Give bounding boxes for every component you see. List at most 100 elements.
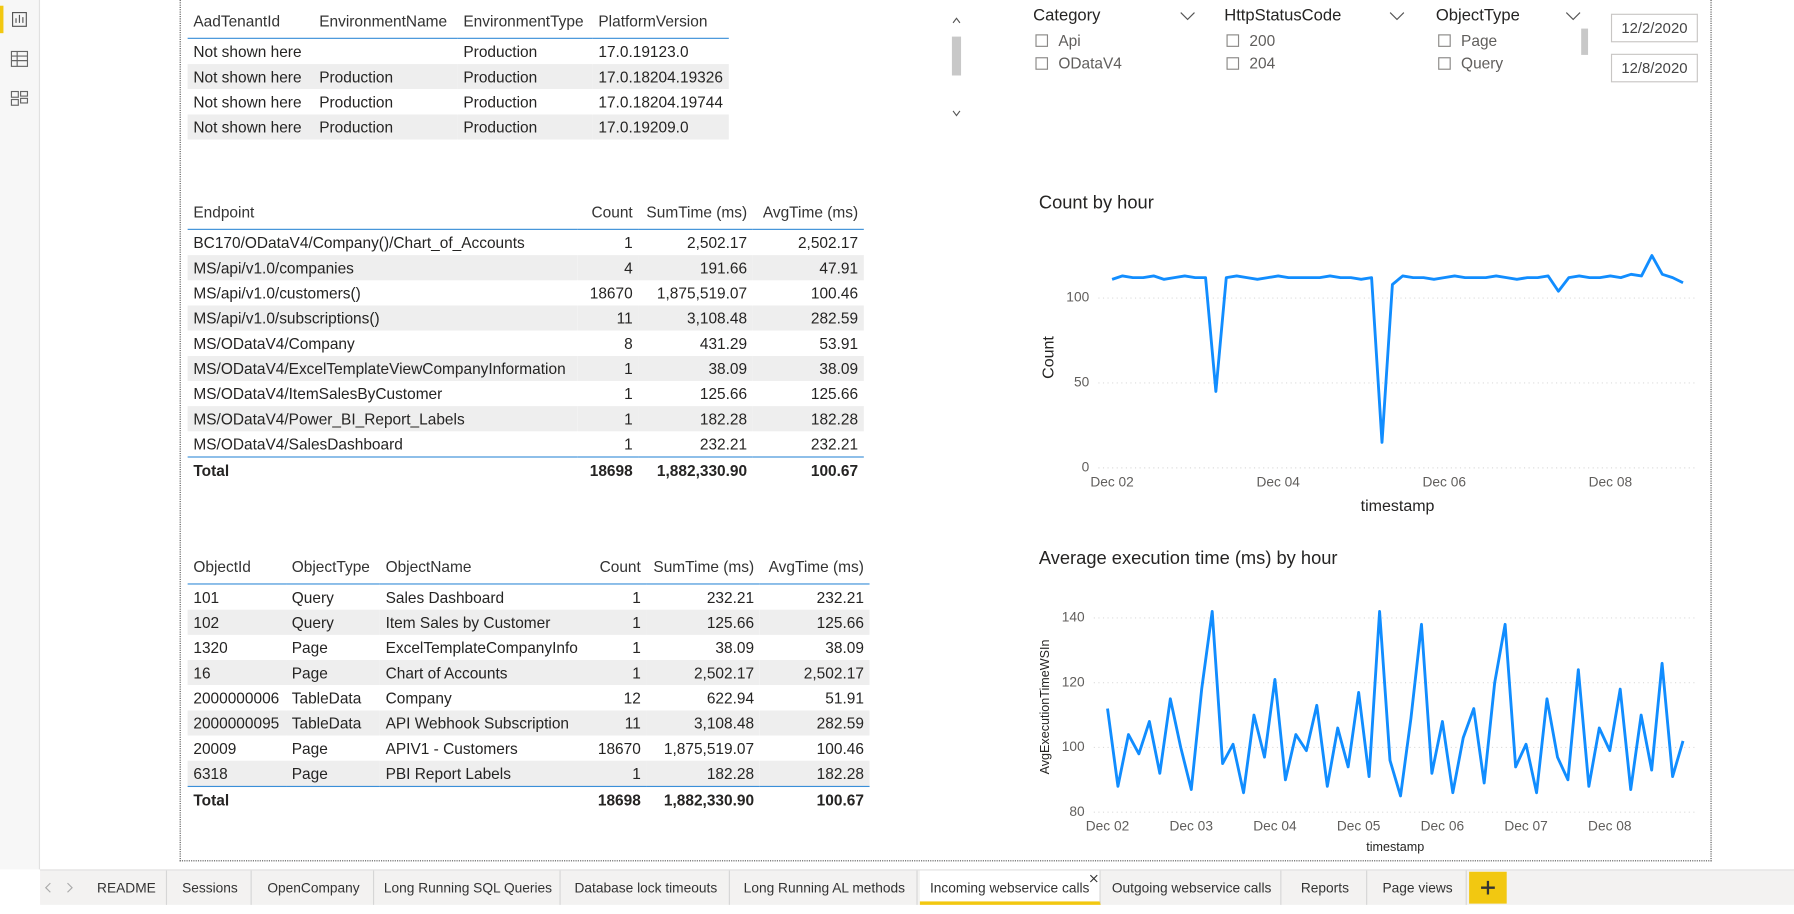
- column-header[interactable]: AadTenantId: [187, 3, 314, 39]
- column-header[interactable]: Count: [583, 549, 647, 585]
- y-axis-label: AvgExecutionTimeWSIn: [1038, 639, 1052, 774]
- column-header[interactable]: Count: [577, 194, 639, 230]
- cell: 6318: [187, 760, 287, 787]
- page-tab[interactable]: Incoming webservice calls: [919, 870, 1101, 905]
- cell: 102: [187, 609, 287, 635]
- cell: MS/ODataV4/Power_BI_Report_Labels: [187, 406, 578, 432]
- column-header[interactable]: ObjectId: [187, 549, 287, 585]
- column-header[interactable]: AvgTime (ms): [752, 194, 864, 230]
- cell: Item Sales by Customer: [379, 609, 584, 635]
- close-tab[interactable]: [1089, 874, 1098, 883]
- cell: TableData: [291, 689, 362, 707]
- cell: Chart of Accounts: [379, 660, 584, 686]
- table-row: 6318 Page PBI Report Labels 1 182.28 182.28: [187, 760, 870, 787]
- cell: 182.28: [759, 760, 870, 787]
- cell: Production: [457, 64, 593, 90]
- x-tick-label: Dec 06: [1421, 819, 1465, 834]
- page-tab[interactable]: Sessions: [169, 870, 252, 905]
- table: AadTenantId EnvironmentName EnvironmentTyp…: [187, 3, 729, 140]
- slicer-dropdown[interactable]: [1389, 9, 1405, 23]
- cell: 1: [583, 660, 647, 686]
- checkbox[interactable]: [1438, 34, 1451, 47]
- cell: 17.0.19209.0: [592, 114, 729, 140]
- cell: Not shown here: [187, 64, 314, 90]
- date-start[interactable]: 12/2/2020: [1610, 13, 1698, 43]
- cell: MS/ODataV4/SalesDashboard: [193, 435, 403, 453]
- column-header[interactable]: EnvironmentType: [457, 3, 593, 39]
- total-row: Total 18698 1,882,330.90 100.67: [187, 456, 864, 483]
- cell: MS/api/v1.0/customers(): [193, 284, 361, 302]
- slicer-dropdown[interactable]: [1180, 9, 1196, 23]
- column-header[interactable]: PlatformVersion: [592, 3, 729, 39]
- cell: 38.09: [825, 638, 864, 657]
- page-tab[interactable]: Outgoing webservice calls: [1103, 870, 1282, 905]
- checkbox[interactable]: [1035, 57, 1049, 70]
- slicer-option[interactable]: 200: [1249, 32, 1276, 50]
- cell: Page: [291, 739, 328, 757]
- total-row: Total 18698 1,882,330.90 100.67: [187, 785, 870, 813]
- column-header[interactable]: Endpoint: [187, 194, 578, 230]
- cell: MS/ODataV4/Company: [193, 334, 355, 352]
- slicer-option[interactable]: Api: [1058, 32, 1081, 50]
- tab-arrows[interactable]: [40, 871, 86, 905]
- charts: Count by hour 0 50 100 Dec 02 Dec 04 Dec 06 Dec…: [1038, 191, 1695, 854]
- cell: 2,502.17: [686, 233, 748, 252]
- page-tab[interactable]: Database lock timeouts: [563, 870, 730, 905]
- table-row: 102 Query Item Sales by Customer 1 125.66 125…: [187, 609, 870, 635]
- x-tick-label: Dec 08: [1589, 474, 1633, 489]
- data-icon[interactable]: [10, 50, 29, 67]
- slicer-option[interactable]: ODataV4: [1058, 54, 1122, 73]
- add-page[interactable]: [1469, 871, 1507, 904]
- plus-icon: [1481, 880, 1495, 895]
- checkbox[interactable]: [1226, 57, 1240, 70]
- column-header[interactable]: ObjectType: [286, 549, 380, 585]
- scroll-thumb[interactable]: [951, 36, 962, 76]
- report-icon[interactable]: [12, 12, 27, 27]
- page-tab[interactable]: README: [87, 870, 168, 905]
- cell: 1: [577, 355, 639, 381]
- table-row: MS/ODataV4/ExcelTemplateViewCompanyInfor…: [187, 355, 864, 381]
- checkbox[interactable]: [1438, 57, 1451, 70]
- x-axis-label: timestamp: [1361, 498, 1435, 515]
- column-header[interactable]: EnvironmentName: [313, 3, 458, 39]
- total-cell: Total: [187, 456, 578, 483]
- checkbox[interactable]: [1035, 34, 1049, 47]
- slicer-option[interactable]: Query: [1461, 54, 1504, 73]
- slicer-option[interactable]: Page: [1461, 32, 1498, 50]
- cell: 8: [624, 334, 633, 352]
- cell: 12: [623, 689, 641, 707]
- object-table: ObjectId ObjectType ObjectName Count SumTime…: [187, 549, 870, 813]
- cell: 125.66: [646, 609, 760, 635]
- cell: 16: [187, 660, 287, 686]
- model-icon[interactable]: [10, 90, 29, 106]
- cell: 18670: [597, 739, 641, 757]
- checkbox[interactable]: [1226, 34, 1240, 47]
- cell: 2,502.17: [759, 660, 870, 686]
- cell: 20009: [193, 739, 237, 757]
- date-end[interactable]: 12/8/2020: [1610, 53, 1698, 83]
- cell: 38.09: [715, 638, 755, 657]
- cell: 2,502.17: [797, 233, 859, 252]
- table-scrollbar[interactable]: [947, 9, 965, 130]
- page-tab[interactable]: OpenCompany: [254, 870, 375, 905]
- table-row: MS/ODataV4/ItemSalesByCustomer 1 125.66 125…: [188, 381, 864, 406]
- cell: 100.46: [810, 284, 859, 302]
- cell: 1320: [193, 638, 228, 657]
- column-header[interactable]: ObjectName: [379, 549, 584, 585]
- cell: Query: [286, 609, 380, 635]
- column-header[interactable]: SumTime (ms): [646, 549, 760, 585]
- close-icon: [1089, 874, 1098, 883]
- slicer-option[interactable]: 204: [1249, 54, 1276, 73]
- page-tab[interactable]: Page views: [1370, 870, 1467, 905]
- cell: 17.0.18204.19326: [592, 64, 729, 90]
- page-tab[interactable]: Long Running SQL Queries: [376, 870, 561, 905]
- column-header[interactable]: AvgTime (ms): [759, 549, 870, 585]
- page-tab[interactable]: Reports: [1284, 870, 1368, 905]
- chevron: [1565, 12, 1581, 21]
- slicer-scrollbar: [1581, 28, 1589, 55]
- page-tab[interactable]: Long Running AL methods: [732, 870, 918, 905]
- slicer-dropdown[interactable]: [1565, 9, 1581, 23]
- cell: 1,875,519.07: [656, 284, 748, 302]
- column-header[interactable]: SumTime (ms): [638, 194, 753, 230]
